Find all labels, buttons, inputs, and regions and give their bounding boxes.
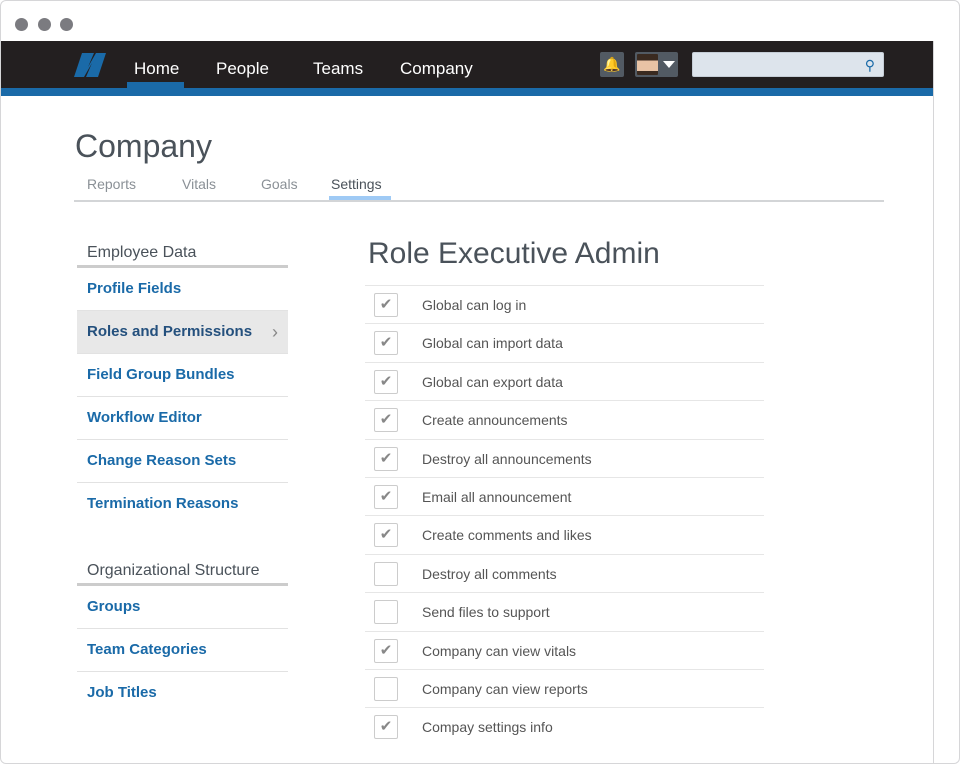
nav-accent-stripe — [1, 88, 933, 96]
tab-goals[interactable]: Goals — [261, 176, 298, 192]
permission-checkbox[interactable]: ✔ — [374, 408, 398, 433]
permission-checkbox[interactable]: ✔ — [374, 446, 398, 471]
nav-people[interactable]: People — [216, 59, 269, 78]
sidebar-item-label: Roles and Permissions — [87, 323, 253, 340]
permission-label: Company can view vitals — [422, 642, 577, 659]
permission-checkbox[interactable]: ✔ — [374, 293, 398, 317]
permission-label: Create comments and likes — [422, 527, 592, 544]
permission-checkbox[interactable]: ✔ — [374, 523, 398, 548]
sidebar-item-termination-reasons[interactable]: Termination Reasons — [87, 495, 239, 512]
role-title: Role Executive Admin — [368, 237, 660, 270]
sidebar-header: Employee Data — [77, 237, 288, 268]
permission-label: Email all announcement — [422, 488, 572, 505]
permission-checkbox[interactable]: ✔ — [374, 715, 398, 740]
permission-row: Destroy all comments — [365, 553, 764, 592]
permission-row: ✔ Email all announcement — [365, 476, 764, 515]
permission-row: ✔ Company can view vitals — [365, 630, 764, 669]
permission-checkbox[interactable] — [374, 676, 398, 701]
permission-label: Compay settings info — [422, 719, 553, 736]
nav-company[interactable]: Company — [400, 59, 473, 78]
permission-checkbox[interactable]: ✔ — [374, 331, 398, 356]
permission-label: Destroy all comments — [422, 565, 557, 582]
permission-row: Send files to support — [365, 592, 764, 630]
logo-icon — [74, 53, 106, 77]
permission-label: Global can import data — [422, 335, 563, 352]
permission-checkbox[interactable] — [374, 600, 398, 625]
sidebar-item-profile-fields[interactable]: Profile Fields — [77, 268, 288, 311]
role-permissions-panel: Role Executive Admin ✔ Global can log in ✔… — [365, 237, 764, 746]
tab-settings[interactable]: Settings — [331, 176, 382, 192]
permission-label: Company can view reports — [422, 680, 588, 697]
page-title: Company — [75, 128, 212, 164]
permission-label: Destroy all announcements — [422, 450, 592, 467]
window-minimize-dot[interactable] — [38, 18, 51, 31]
permission-label: Global can export data — [422, 373, 563, 390]
sidebar-item-job-titles[interactable]: Job Titles — [87, 684, 157, 701]
divider — [933, 41, 934, 764]
chevron-right-icon: › — [272, 322, 278, 342]
active-nav-indicator — [127, 82, 184, 88]
sidebar-section-employee-data: Employee Data Profile Fields Roles and P… — [77, 237, 288, 526]
sidebar-item-field-group-bundles[interactable]: Field Group Bundles — [77, 354, 288, 397]
search-box: ⚲ — [692, 52, 884, 77]
permission-row: ✔ Destroy all announcements — [365, 438, 764, 477]
permission-checkbox[interactable] — [374, 561, 398, 586]
permission-row: ✔ Global can import data — [365, 323, 764, 361]
tab-vitals[interactable]: Vitals — [182, 176, 216, 192]
sidebar-item-workflow-editor[interactable]: Workflow Editor — [77, 397, 288, 440]
sidebar-header: Organizational Structure — [77, 555, 288, 586]
divider — [74, 200, 884, 202]
permission-row: ✔ Global can log in — [365, 285, 764, 323]
active-tab-indicator — [329, 196, 391, 200]
permission-checkbox[interactable]: ✔ — [374, 484, 398, 509]
window-maximize-dot[interactable] — [60, 18, 73, 31]
chevron-down-icon — [663, 61, 675, 68]
sidebar-item-change-reason-sets[interactable]: Change Reason Sets — [77, 440, 288, 483]
search-icon[interactable]: ⚲ — [864, 57, 875, 73]
permission-checkbox[interactable]: ✔ — [374, 638, 398, 663]
permission-row: Company can view reports — [365, 668, 764, 707]
avatar — [637, 54, 658, 75]
permission-row: ✔ Global can export data — [365, 361, 764, 400]
permission-row: ✔ Create comments and likes — [365, 515, 764, 553]
sidebar-section-organizational-structure: Organizational Structure Groups Team Cat… — [77, 555, 288, 715]
nav-teams[interactable]: Teams — [313, 59, 364, 78]
permission-label: Create announcements — [422, 412, 568, 429]
window-close-dot[interactable] — [15, 18, 28, 31]
sidebar-item-roles-and-permissions[interactable]: Roles and Permissions › — [77, 311, 288, 354]
permission-checkbox[interactable]: ✔ — [374, 369, 398, 394]
tab-reports[interactable]: Reports — [87, 176, 137, 192]
sidebar-item-groups[interactable]: Groups — [77, 586, 288, 629]
permission-row: ✔ Compay settings info — [365, 707, 764, 745]
nav-home[interactable]: Home — [134, 59, 180, 78]
permission-label: Send files to support — [422, 604, 550, 621]
sidebar-item-team-categories[interactable]: Team Categories — [77, 629, 288, 672]
permission-row: ✔ Create announcements — [365, 400, 764, 438]
user-menu[interactable] — [635, 52, 678, 77]
search-input[interactable] — [693, 53, 853, 76]
permission-label: Global can log in — [422, 297, 527, 313]
notifications-bell-icon[interactable]: 🔔 — [600, 52, 624, 77]
